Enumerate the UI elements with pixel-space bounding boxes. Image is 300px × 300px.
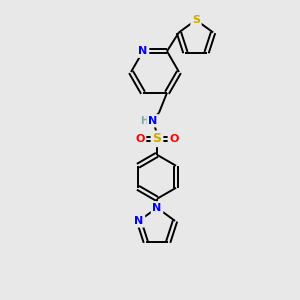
Text: O: O xyxy=(135,134,145,144)
Text: N: N xyxy=(148,116,158,126)
Text: S: S xyxy=(152,132,161,145)
Text: N: N xyxy=(152,203,162,213)
Text: H: H xyxy=(140,116,148,126)
Text: S: S xyxy=(192,15,200,25)
Text: O: O xyxy=(169,134,179,144)
Text: N: N xyxy=(134,216,144,226)
Text: N: N xyxy=(138,46,148,56)
